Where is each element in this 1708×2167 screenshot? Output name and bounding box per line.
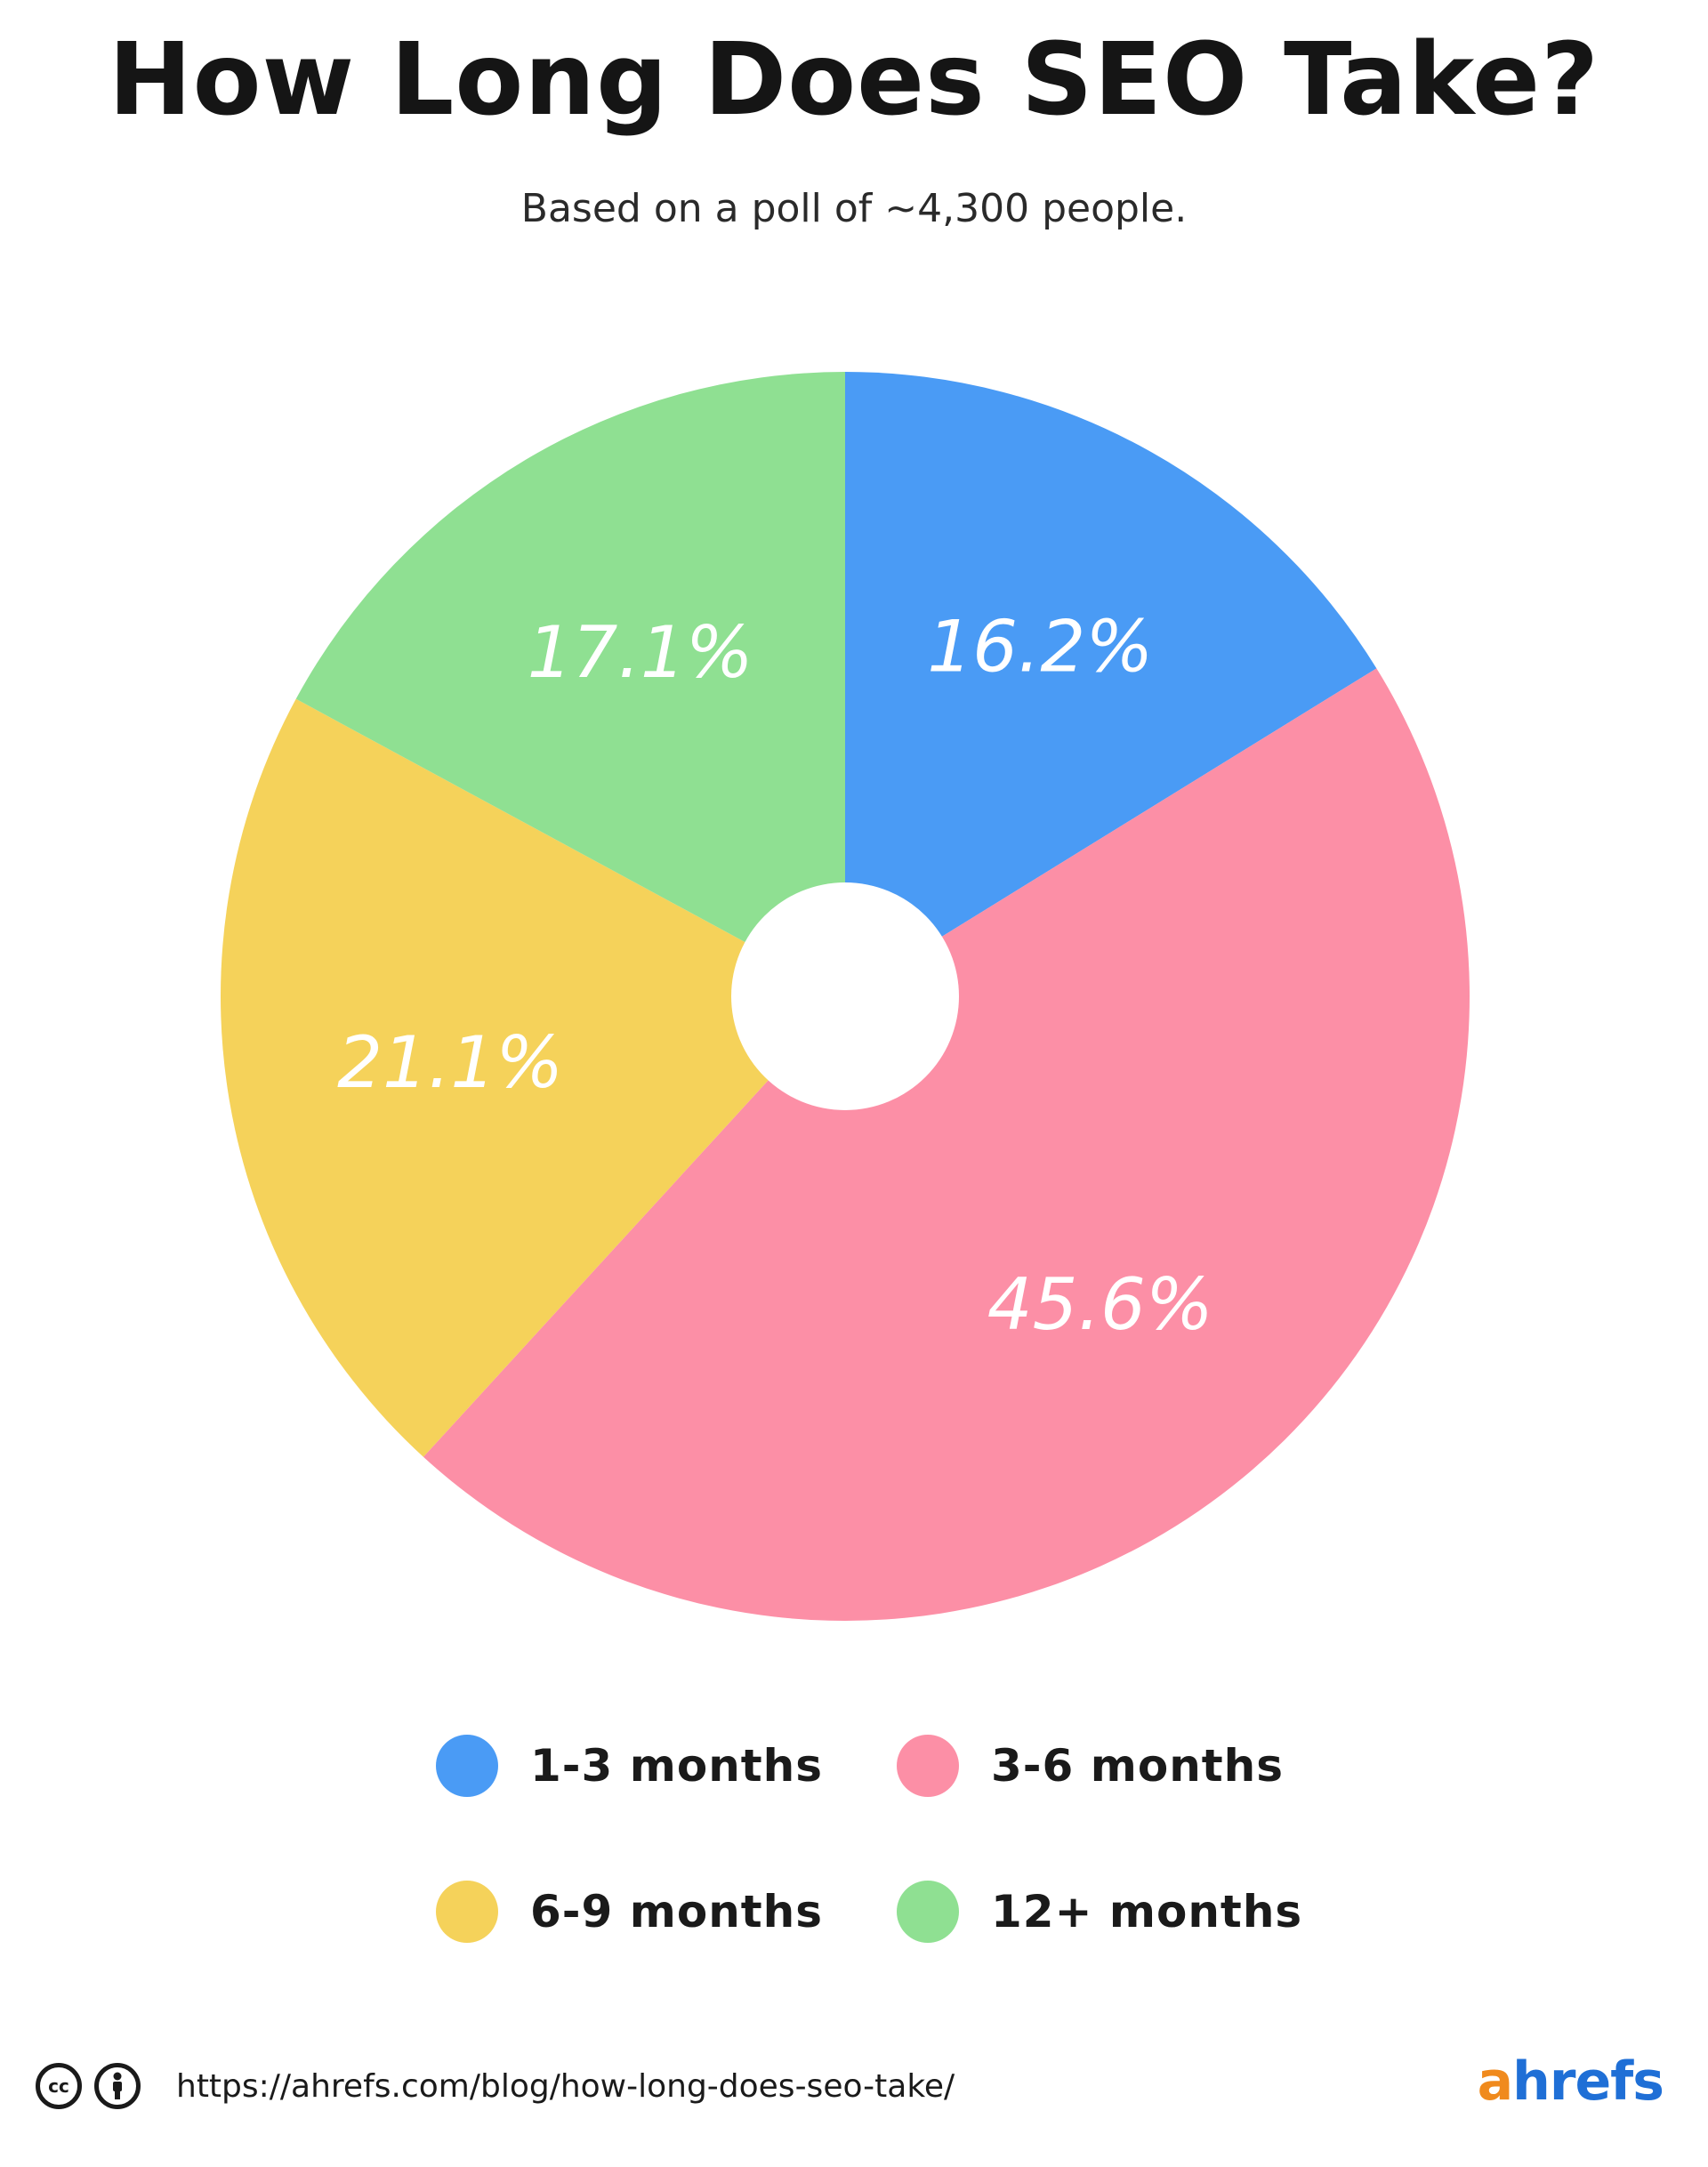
ahrefs-logo: ahrefs [1478,2046,1664,2117]
pie-slice-1-3-months [845,372,1377,996]
pie-slices [221,372,1470,1621]
donut-hole [731,882,959,1110]
pie-slice-3-6-months [423,668,1470,1621]
slice-label-6-9-months: 21.1% [337,1021,563,1104]
slice-label-12-plus-months: 17.1% [528,611,753,694]
slice-label-3-6-months: 45.6% [987,1263,1213,1346]
pie-slice-6-9-months [221,698,845,1457]
attribution-icon [94,2063,141,2109]
chart-subtitle: Based on a poll of ~4,300 people. [520,186,1188,231]
pie-slice-12-plus-months [295,372,845,996]
chart-title: How Long Does SEO Take? [108,22,1600,138]
creative-commons-icon: cc [36,2063,82,2109]
slice-labels: 16.2% 45.6% 21.1% 17.1% [337,606,1213,1347]
slice-label-1-3-months: 16.2% [927,606,1153,689]
brand-rest: hrefs [1512,2050,1664,2113]
source-link[interactable]: https://ahrefs.com/blog/how-long-does-se… [176,2067,955,2105]
footer: cc https://ahrefs.com/blog/how-long-does… [36,2055,955,2117]
brand-first-letter: a [1477,2050,1513,2113]
